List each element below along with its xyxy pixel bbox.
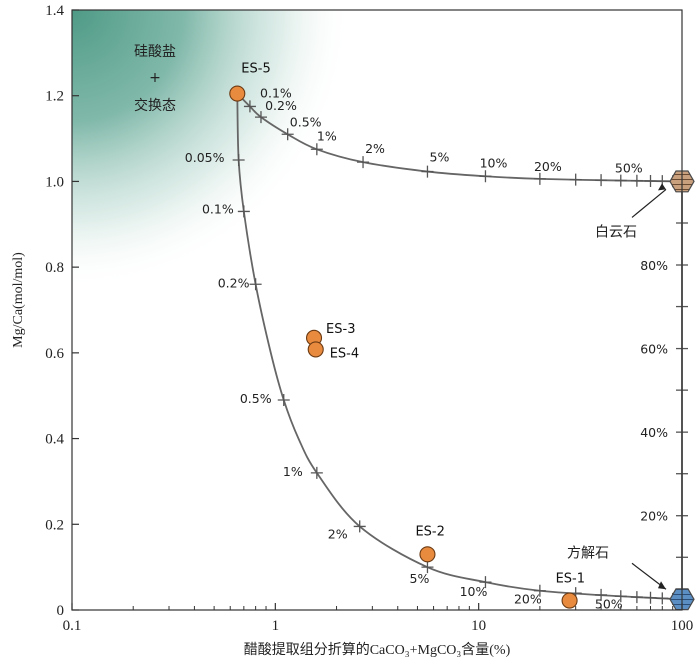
curve-2-tick <box>353 520 366 533</box>
curve-1-tick <box>630 174 643 187</box>
curve-1-tick <box>614 174 627 187</box>
sample-label-es-5: ES-5 <box>241 62 270 77</box>
curve-1-tick <box>595 174 608 187</box>
curve-1-label: 0.1% <box>260 85 292 100</box>
curve-2-tick <box>614 590 627 603</box>
curve-3-label: 20% <box>640 509 668 524</box>
curve-2-label: 2% <box>328 526 348 541</box>
curve-1-label: 2% <box>365 141 385 156</box>
curve-2-label: 5% <box>410 571 430 586</box>
curve-2-tick <box>479 576 492 589</box>
y-tick-label: 0.2 <box>45 517 64 533</box>
curve-1-label: 0.5% <box>290 114 322 129</box>
calcite-arrowhead <box>658 581 666 590</box>
y-tick-label: 1.0 <box>45 174 64 190</box>
plot-frame <box>71 9 683 611</box>
curve-2-label: 20% <box>514 592 542 607</box>
y-tick-label: 0.4 <box>45 432 64 448</box>
x-tick-label: 0.1 <box>63 618 82 634</box>
curve-1-tick <box>479 170 492 183</box>
curve-2-label: 50% <box>595 596 623 611</box>
curve-2-tick <box>421 561 434 574</box>
curve-2-label: 0.5% <box>240 391 272 406</box>
curve-3-label: 40% <box>640 425 668 440</box>
curve-2-tick <box>232 154 245 166</box>
y-tick-label: 0.6 <box>45 346 64 362</box>
curve-2-label: 10% <box>460 584 488 599</box>
curve-2-tick <box>595 588 608 601</box>
curve-2-label: 0.1% <box>202 201 234 216</box>
x-tick-label: 1 <box>272 618 280 634</box>
curve-1-label: 10% <box>480 155 508 170</box>
endmember-label-dolomite: 白云石 <box>595 224 637 240</box>
curve-1-label: 5% <box>430 150 450 165</box>
y-axis-title: Mg/Ca(mol/mol) <box>11 252 26 348</box>
curve-2-tick <box>237 205 250 218</box>
dolomite-arrowhead <box>658 183 666 191</box>
curve-3-label: 60% <box>640 342 668 357</box>
sample-point-es-1 <box>561 592 578 609</box>
y-tick-label: 1.4 <box>45 3 64 19</box>
x-axis-title: 醋酸提取组分折算的CaCO₃+MgCO₃含量(%) <box>244 642 511 658</box>
curve-1-label: 1% <box>317 128 337 143</box>
sample-label-es-3: ES-3 <box>326 322 355 337</box>
silicate-region <box>72 10 682 610</box>
y-tick-label: 0 <box>57 603 65 619</box>
curve-2-tick <box>656 592 669 605</box>
y-tick-label: 0.8 <box>45 260 64 276</box>
curve-1-label: 50% <box>615 161 643 176</box>
region-label-line2: + <box>149 70 161 86</box>
curve-1-tick <box>357 156 370 169</box>
sample-label-es-2: ES-2 <box>415 524 444 539</box>
x-tick-label: 100 <box>671 618 694 634</box>
endmember-label-calcite: 方解石 <box>567 545 609 561</box>
curve-2-tick <box>630 591 643 604</box>
curve-1-label: 20% <box>534 159 562 174</box>
curve-2-label: 0.05% <box>185 150 225 165</box>
curve-2-tick <box>310 466 323 479</box>
region-label-line1: 硅酸盐 <box>134 44 176 60</box>
curve-1-tick <box>569 173 582 186</box>
curve-1-tick <box>281 128 294 141</box>
curve-1-tick <box>421 165 434 178</box>
curve-1-tick <box>243 100 256 113</box>
curve-1-tick <box>310 143 323 156</box>
sample-label-es-1: ES-1 <box>556 572 585 587</box>
curve-2-tick <box>249 278 262 291</box>
dolomite-arrow <box>631 188 667 218</box>
curve-2-tick <box>644 591 657 604</box>
curve-1-label: 0.2% <box>265 98 297 113</box>
y-tick-label: 1.2 <box>45 89 64 105</box>
sample-label-es-4: ES-4 <box>330 346 359 361</box>
region-label-line3: 交换态 <box>134 97 176 114</box>
curve-1-tick <box>533 172 546 185</box>
curve-1-tick <box>254 111 267 124</box>
x-tick-label: 10 <box>471 618 486 634</box>
curve-2-label: 0.2% <box>218 275 250 290</box>
curve-1-tick <box>644 174 657 187</box>
curve-2-tick <box>533 584 546 597</box>
curve-3-label: 80% <box>640 258 668 273</box>
curve-2-label: 1% <box>283 464 303 479</box>
sample-point-es-2 <box>419 546 436 563</box>
sample-point-es-5 <box>229 85 246 102</box>
curve-2-tick <box>277 394 290 406</box>
sample-point-es-4 <box>307 341 324 358</box>
